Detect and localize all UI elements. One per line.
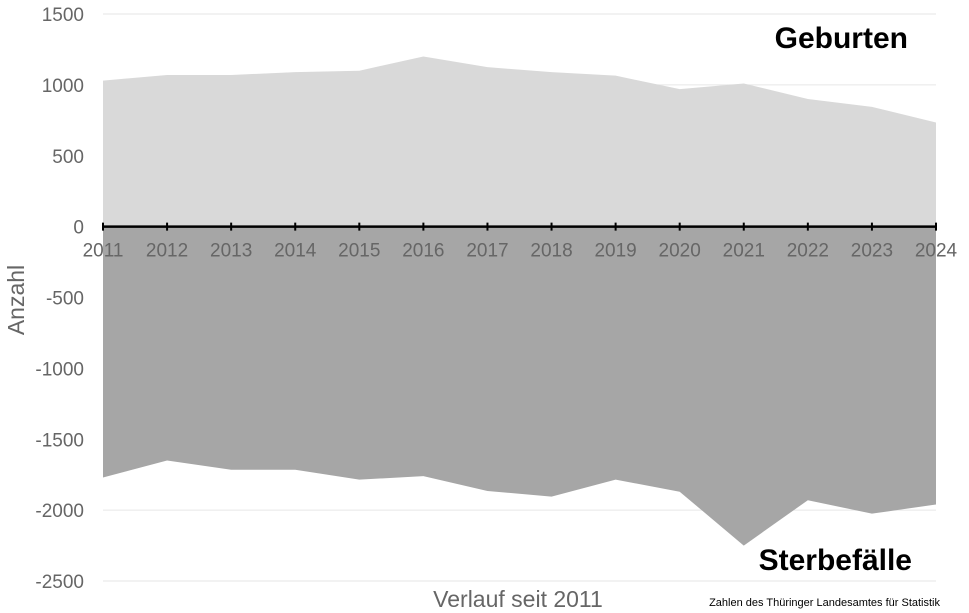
x-tick-label: 2024 <box>915 241 958 262</box>
x-tick-label: 2012 <box>146 241 188 262</box>
y-axis-label: Anzahl <box>3 265 29 335</box>
y-tick-label: -1000 <box>35 359 84 380</box>
y-tick-label: -2000 <box>35 501 84 522</box>
x-tick-label: 2019 <box>594 241 636 262</box>
area-sterbefaelle <box>103 226 936 546</box>
y-tick-label: -2500 <box>35 572 84 593</box>
x-tick-label: 2011 <box>83 241 124 262</box>
x-tick-label: 2013 <box>210 241 252 262</box>
area-geburten <box>103 56 936 227</box>
y-tick-label: 1000 <box>42 76 84 97</box>
x-tick-label: 2021 <box>723 241 765 262</box>
series-label-geburten: Geburten <box>775 22 908 55</box>
y-tick-label: 1500 <box>42 5 84 26</box>
x-tick-marks <box>102 222 937 231</box>
series-label-sterbefaelle: Sterbefälle <box>759 544 912 577</box>
x-tick-label: 2015 <box>338 241 380 262</box>
y-tick-labels: 1500 1000 500 0 -500 -1000 -1500 -2000 -2500 <box>35 5 84 593</box>
x-tick-label: 2017 <box>466 241 508 262</box>
y-tick-label: 500 <box>52 147 84 168</box>
x-axis-label: Verlauf seit 2011 <box>433 586 603 612</box>
y-tick-label: -500 <box>46 289 84 310</box>
x-tick-label: 2016 <box>402 241 444 262</box>
y-tick-label: 0 <box>73 218 84 239</box>
source-note: Zahlen des Thüringer Landesamtes für Sta… <box>709 597 940 609</box>
x-tick-label: 2023 <box>851 241 893 262</box>
x-tick-label: 2020 <box>659 241 701 262</box>
x-tick-label: 2022 <box>787 241 829 262</box>
x-tick-label: 2018 <box>530 241 572 262</box>
x-tick-label: 2014 <box>274 241 317 262</box>
y-tick-label: -1500 <box>35 430 84 451</box>
x-tick-labels: 2011 2012 2013 2014 2015 2016 2017 2018 2019 2020… <box>83 241 958 262</box>
